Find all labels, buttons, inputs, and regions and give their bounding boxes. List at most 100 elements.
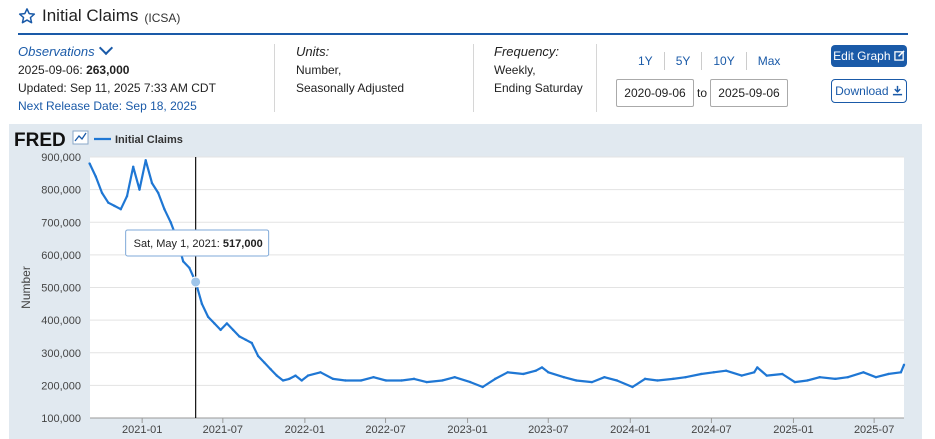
data-point <box>300 379 303 382</box>
data-point <box>534 369 537 372</box>
range-5y-button[interactable]: 5Y <box>665 52 703 70</box>
data-point <box>181 260 185 263</box>
data-point <box>522 372 525 376</box>
range-max-button[interactable]: Max <box>757 54 781 68</box>
data-point <box>412 377 416 381</box>
data-point <box>603 376 606 379</box>
data-point <box>344 379 347 382</box>
data-point <box>125 194 129 198</box>
x-tick-label: 2021-01 <box>122 424 162 436</box>
data-point <box>684 376 687 379</box>
tooltip-date: Sat, May 1, 2021: <box>134 238 223 250</box>
x-tick-label: 2022-01 <box>285 424 325 436</box>
data-point <box>724 369 728 372</box>
units-line1: Number, <box>296 63 342 77</box>
download-icon <box>892 85 902 96</box>
divider <box>596 44 597 112</box>
observations-dropdown[interactable]: Observations <box>18 40 268 61</box>
divider <box>274 44 275 112</box>
star-icon[interactable] <box>18 7 36 25</box>
data-point <box>306 374 310 377</box>
edit-graph-label: Edit Graph <box>833 49 891 63</box>
data-point <box>902 363 906 367</box>
legend-label: Initial Claims <box>115 134 183 146</box>
x-tick-label: 2022-07 <box>365 424 405 436</box>
data-point <box>213 322 216 325</box>
end-date-input[interactable]: 2025-09-06 <box>710 79 788 107</box>
data-point <box>294 374 297 377</box>
download-button[interactable]: Download <box>831 79 907 103</box>
data-point <box>144 159 147 162</box>
data-point <box>225 322 229 325</box>
data-point <box>494 377 497 381</box>
data-point <box>150 181 154 185</box>
fred-logo: FRED <box>14 130 66 151</box>
data-point <box>263 361 266 364</box>
y-tick-label: 800,000 <box>41 185 81 197</box>
y-tick-label: 300,000 <box>41 348 81 360</box>
data-point <box>275 374 278 377</box>
data-point <box>331 377 335 381</box>
data-point <box>113 204 116 208</box>
data-point <box>107 201 110 204</box>
units-panel: Units: Number, Seasonally Adjusted <box>296 43 404 97</box>
data-point <box>319 371 322 374</box>
x-tick-label: 2024-07 <box>691 424 731 436</box>
title-row: Initial Claims (ICSA) <box>18 6 180 26</box>
data-point <box>740 374 743 377</box>
data-point <box>359 379 363 382</box>
data-point <box>540 366 544 369</box>
data-point <box>899 371 903 374</box>
data-point <box>238 335 241 338</box>
data-point <box>712 371 715 374</box>
edit-graph-button[interactable]: Edit Graph <box>831 45 907 67</box>
data-point <box>206 315 210 319</box>
download-label: Download <box>835 84 889 98</box>
y-tick-label: 500,000 <box>41 283 81 295</box>
data-point <box>400 379 403 382</box>
data-point <box>656 379 659 382</box>
x-tick-label: 2023-01 <box>447 424 487 436</box>
data-point <box>631 385 634 389</box>
data-point <box>846 376 850 379</box>
start-date-input[interactable]: 2020-09-06 <box>616 79 694 107</box>
data-point <box>481 385 484 389</box>
next-release-link[interactable]: Next Release Date: Sep 18, 2025 <box>18 99 197 113</box>
data-point <box>887 372 890 376</box>
data-point <box>806 379 809 382</box>
data-point <box>269 367 272 371</box>
data-point <box>219 328 222 332</box>
frequency-label: Frequency: <box>494 44 560 59</box>
page-title: Initial Claims <box>42 6 139 25</box>
y-tick-label: 200,000 <box>41 380 81 392</box>
data-point <box>100 191 104 195</box>
data-point <box>440 379 444 382</box>
frequency-line1: Weekly, <box>494 63 536 77</box>
frequency-panel: Frequency: Weekly, Ending Saturday <box>494 43 583 97</box>
range-10y-button[interactable]: 10Y <box>702 52 747 70</box>
range-1y-button[interactable]: 1Y <box>627 52 665 70</box>
data-point <box>157 191 160 195</box>
data-point <box>384 379 388 382</box>
y-tick-label: 700,000 <box>41 217 81 229</box>
data-point <box>781 372 784 376</box>
data-point <box>469 380 472 384</box>
fred-chart-icon-line <box>74 132 87 142</box>
x-tick-label: 2025-07 <box>854 424 894 436</box>
y-tick-label: 400,000 <box>41 315 81 327</box>
observations-label[interactable]: Observations <box>18 44 95 59</box>
data-point <box>138 188 141 191</box>
y-tick-label: 900,000 <box>41 152 81 164</box>
data-point <box>575 379 578 382</box>
data-point <box>231 328 235 332</box>
data-point <box>862 371 865 374</box>
y-tick-label: 100,000 <box>41 413 81 425</box>
series-id: (ICSA) <box>144 11 181 25</box>
x-tick-label: 2024-01 <box>610 424 650 436</box>
data-point <box>671 377 675 381</box>
data-point <box>169 221 172 224</box>
hover-marker <box>190 276 202 288</box>
frequency-line2: Ending Saturday <box>494 81 583 95</box>
tooltip-box <box>125 229 270 257</box>
